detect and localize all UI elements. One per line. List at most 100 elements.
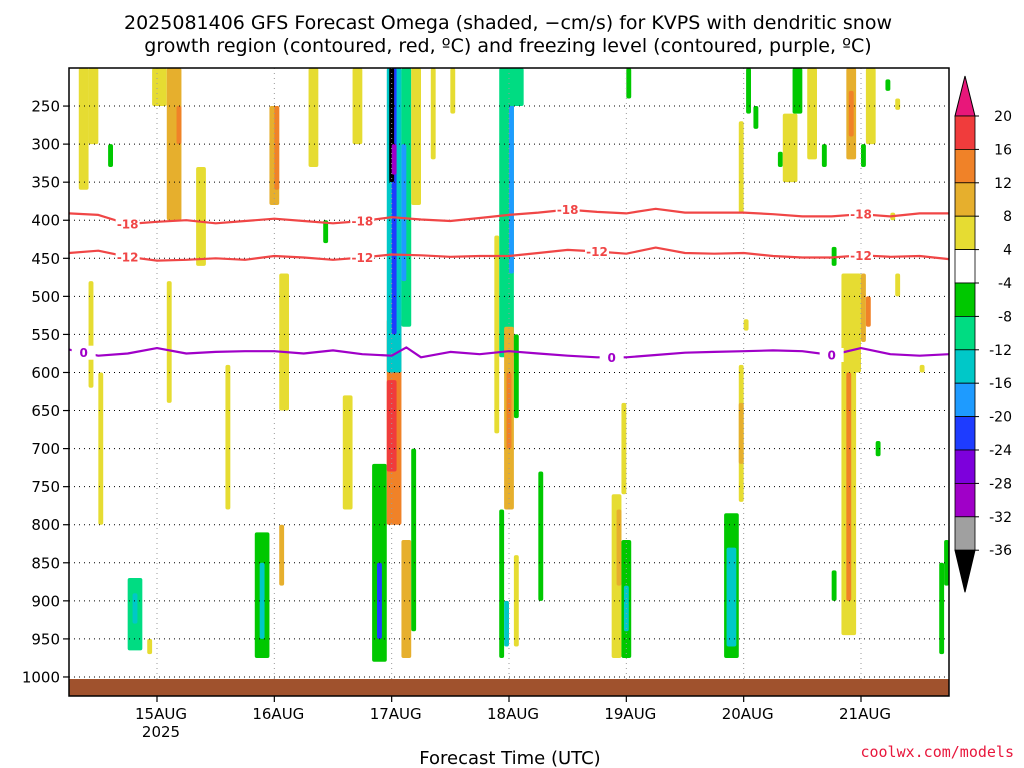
omega-cell [513, 555, 519, 647]
colorbar-label: 12 [994, 176, 1012, 192]
colorbar-bin [954, 315, 976, 351]
omega-cell [848, 90, 854, 137]
omega-cell [621, 402, 627, 495]
omega-cell [279, 273, 289, 411]
omega-cell [738, 402, 744, 464]
y-tick-label: 900 [31, 592, 60, 610]
contour-label: -18 [351, 215, 373, 229]
omega-cell [865, 68, 876, 145]
omega-cell [746, 68, 751, 114]
omega-cell [342, 395, 353, 510]
omega-cell [78, 68, 89, 190]
contour-label: -18 [850, 208, 872, 222]
omega-cell [352, 68, 363, 145]
contour-line [68, 207, 949, 226]
colorbar-label: -28 [989, 476, 1012, 492]
colorbar-bin [954, 115, 976, 150]
omega-cell [944, 539, 949, 586]
omega-cell [875, 440, 881, 457]
contour-label: -18 [117, 218, 139, 232]
omega-cell [259, 562, 265, 639]
omega-shading [78, 68, 949, 662]
omega-cell [865, 296, 871, 327]
omega-cell [88, 281, 94, 388]
x-tick-sublabel: 2025 [142, 723, 180, 741]
omega-cell [831, 570, 837, 601]
omega-cell [538, 471, 544, 601]
contour-label: 0 [79, 346, 87, 360]
omega-cell [509, 68, 514, 274]
omega-cell [132, 593, 138, 624]
colorbar-label: -24 [989, 443, 1012, 459]
omega-cell [861, 144, 866, 167]
y-axis: 250 300 350 400 450 500 550 600 650 700 750 800 850 9… [22, 98, 69, 686]
omega-cell [108, 144, 113, 167]
colorbar-bin [954, 416, 976, 451]
omega-cell [509, 68, 524, 107]
contour-line [68, 246, 950, 262]
omega-cell [430, 68, 436, 160]
omega-cell [626, 68, 632, 99]
contour-label: -12 [586, 245, 608, 259]
y-tick-label: 550 [31, 326, 60, 344]
omega-cell [777, 151, 783, 167]
y-tick-label: 700 [31, 440, 60, 458]
y-tick-label: 350 [31, 174, 60, 192]
colorbar-bin [954, 282, 976, 317]
x-tick-label: 21AUG [839, 705, 891, 723]
colorbar-bin [954, 148, 976, 184]
colorbar-bin [954, 349, 976, 384]
omega-cell [391, 144, 397, 175]
contour-label-bg [819, 347, 844, 362]
chart-title-line1: 2025081406 GFS Forecast Omega (shaded, −… [124, 12, 892, 34]
omega-cell [196, 166, 206, 266]
omega-cell [401, 539, 412, 658]
omega-cell [152, 68, 167, 107]
x-tick-label: 16AUG [252, 705, 304, 723]
omega-cell [807, 68, 817, 160]
y-tick-label: 1000 [22, 668, 60, 686]
colorbar-bottom-arrow [954, 549, 976, 593]
y-tick-label: 400 [31, 212, 60, 230]
y-tick-label: 650 [31, 402, 60, 420]
contour-label-bg [585, 244, 609, 259]
colorbar-label: 20 [994, 109, 1012, 125]
omega-cell [919, 364, 925, 373]
omega-cell [513, 334, 519, 419]
plot-area: -18 -18 -18 -18 -12 -12 -12 -12 0 0 0 [68, 67, 950, 697]
contour-label-bg [115, 249, 140, 264]
y-tick-label: 450 [31, 250, 60, 268]
contour-label: 0 [827, 348, 835, 362]
contour-label-bg [350, 250, 375, 265]
colorbar-label: 4 [1003, 243, 1012, 259]
y-tick-label: 800 [31, 516, 60, 534]
contour-label: -18 [557, 203, 579, 217]
colorbar-label: -20 [989, 410, 1012, 426]
colorbar-label: 8 [1003, 209, 1012, 225]
x-tick-label: 17AUG [370, 705, 422, 723]
y-tick-label: 750 [31, 478, 60, 496]
colorbar: 20 16 12 8 4 -4 -8 -12 -16 -20 -24 -28 -32 -36 [954, 75, 1012, 593]
contour-label: 0 [607, 351, 615, 365]
colorbar-bin [954, 182, 976, 217]
x-tick-label: 18AUG [487, 705, 539, 723]
omega-cell [895, 273, 901, 297]
colorbar-bin [954, 449, 976, 484]
omega-cell [616, 509, 622, 586]
omega-cell [166, 281, 172, 403]
colorbar-label: -36 [989, 543, 1012, 559]
contour-label-bg [849, 248, 873, 263]
credit-text[interactable]: coolwx.com/models [860, 743, 1014, 761]
temperature-contours: -18 -18 -18 -18 -12 -12 -12 -12 0 0 0 [68, 202, 950, 365]
omega-cell [841, 273, 861, 373]
colorbar-bin [954, 482, 976, 518]
omega-cell [753, 106, 759, 129]
omega-cell [726, 547, 737, 647]
colorbar-label: -32 [989, 510, 1012, 526]
omega-cell [279, 524, 285, 586]
y-tick-label: 500 [31, 288, 60, 306]
contour-label-bg [115, 217, 140, 232]
ground-surface [69, 679, 949, 696]
colorbar-label: -12 [989, 343, 1012, 359]
contour-label: -12 [850, 249, 872, 263]
